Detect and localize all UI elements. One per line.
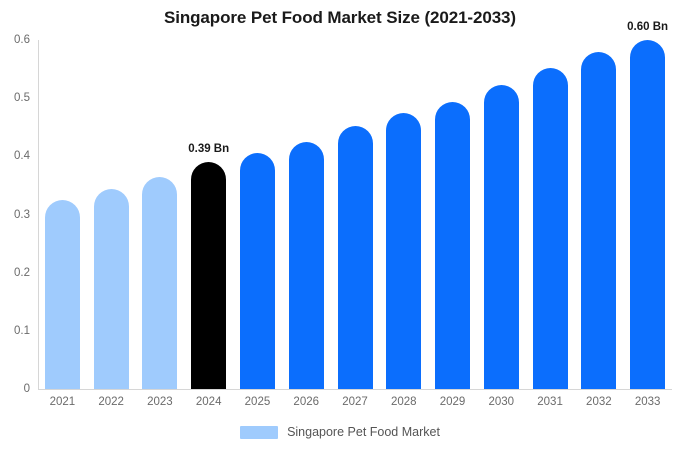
- bar-value-label-2033: 0.60 Bn: [627, 21, 669, 33]
- x-axis-tick-label-2025: 2025: [244, 396, 271, 408]
- bar-2028[interactable]: [386, 113, 422, 389]
- x-axis-tick-label-2027: 2027: [342, 396, 368, 408]
- x-axis-line: [38, 389, 672, 390]
- bar-2027[interactable]: [337, 126, 373, 389]
- bar-2025[interactable]: [239, 152, 275, 389]
- y-axis-tick-label: 0.4: [14, 150, 30, 163]
- x-axis-tick-label-2024: 2024: [195, 396, 222, 408]
- y-axis-tick-labels: 0 0.1 0.2 0.3 0.4 0.5 0.6: [0, 0, 30, 450]
- legend-swatch-singapore-pet-food-market: [240, 425, 279, 439]
- bar-group: [337, 40, 373, 389]
- bar-2024[interactable]: [191, 162, 227, 389]
- bar-value-label-2024: 0.39 Bn: [188, 143, 230, 156]
- bar-group: 0.60 Bn: [627, 21, 668, 389]
- bar-2029[interactable]: [435, 102, 471, 389]
- bar-group: [93, 40, 129, 389]
- bar-group: [483, 40, 519, 389]
- bar-group: [532, 40, 568, 389]
- x-axis-tick-label-2029: 2029: [439, 396, 466, 408]
- bar-2032[interactable]: [581, 52, 617, 389]
- bar-2031[interactable]: [532, 67, 568, 389]
- x-axis-tick-label-2033: 2033: [634, 396, 661, 408]
- bar-2026[interactable]: [288, 141, 324, 389]
- x-axis-tick-label-2030: 2030: [488, 396, 515, 408]
- y-axis-tick-label: 0.3: [14, 208, 30, 221]
- legend-label-singapore-pet-food-market: Singapore Pet Food Market: [287, 425, 440, 439]
- bar-2023[interactable]: [142, 176, 178, 389]
- y-axis-tick-label: 0.5: [14, 92, 30, 105]
- bar-group: [288, 40, 324, 389]
- bar-group: [239, 40, 275, 389]
- chart-legend: Singapore Pet Food Market: [0, 425, 680, 439]
- y-axis-tick-label: 0.6: [14, 34, 30, 46]
- bar-2030[interactable]: [483, 84, 519, 389]
- bar-2021[interactable]: [44, 199, 80, 389]
- bar-group: 0.39 Bn: [188, 40, 230, 389]
- x-axis-tick-label-2022: 2022: [98, 396, 124, 408]
- bar-2033[interactable]: [630, 40, 666, 389]
- chart-title: Singapore Pet Food Market Size (2021-203…: [164, 8, 516, 27]
- x-axis-tick-label-2021: 2021: [49, 396, 76, 408]
- bar-2022[interactable]: [93, 188, 129, 389]
- y-axis-line: [38, 40, 39, 390]
- x-axis-tick-label-2026: 2026: [293, 396, 320, 408]
- bar-group: [435, 40, 471, 389]
- x-axis-tick-label-2032: 2032: [586, 396, 612, 408]
- bar-group: [44, 40, 80, 389]
- bar-group: [142, 40, 178, 389]
- y-axis-tick-label: 0: [23, 383, 30, 395]
- x-axis-tick-label-2031: 2031: [537, 396, 563, 408]
- x-axis-tick-label-2023: 2023: [147, 396, 173, 408]
- y-axis-tick-label: 0.2: [14, 266, 30, 279]
- y-axis-tick-label: 0.1: [14, 324, 30, 337]
- bar-group: [581, 40, 617, 389]
- bar-group: [386, 40, 422, 389]
- x-axis-tick-label-2028: 2028: [390, 396, 417, 408]
